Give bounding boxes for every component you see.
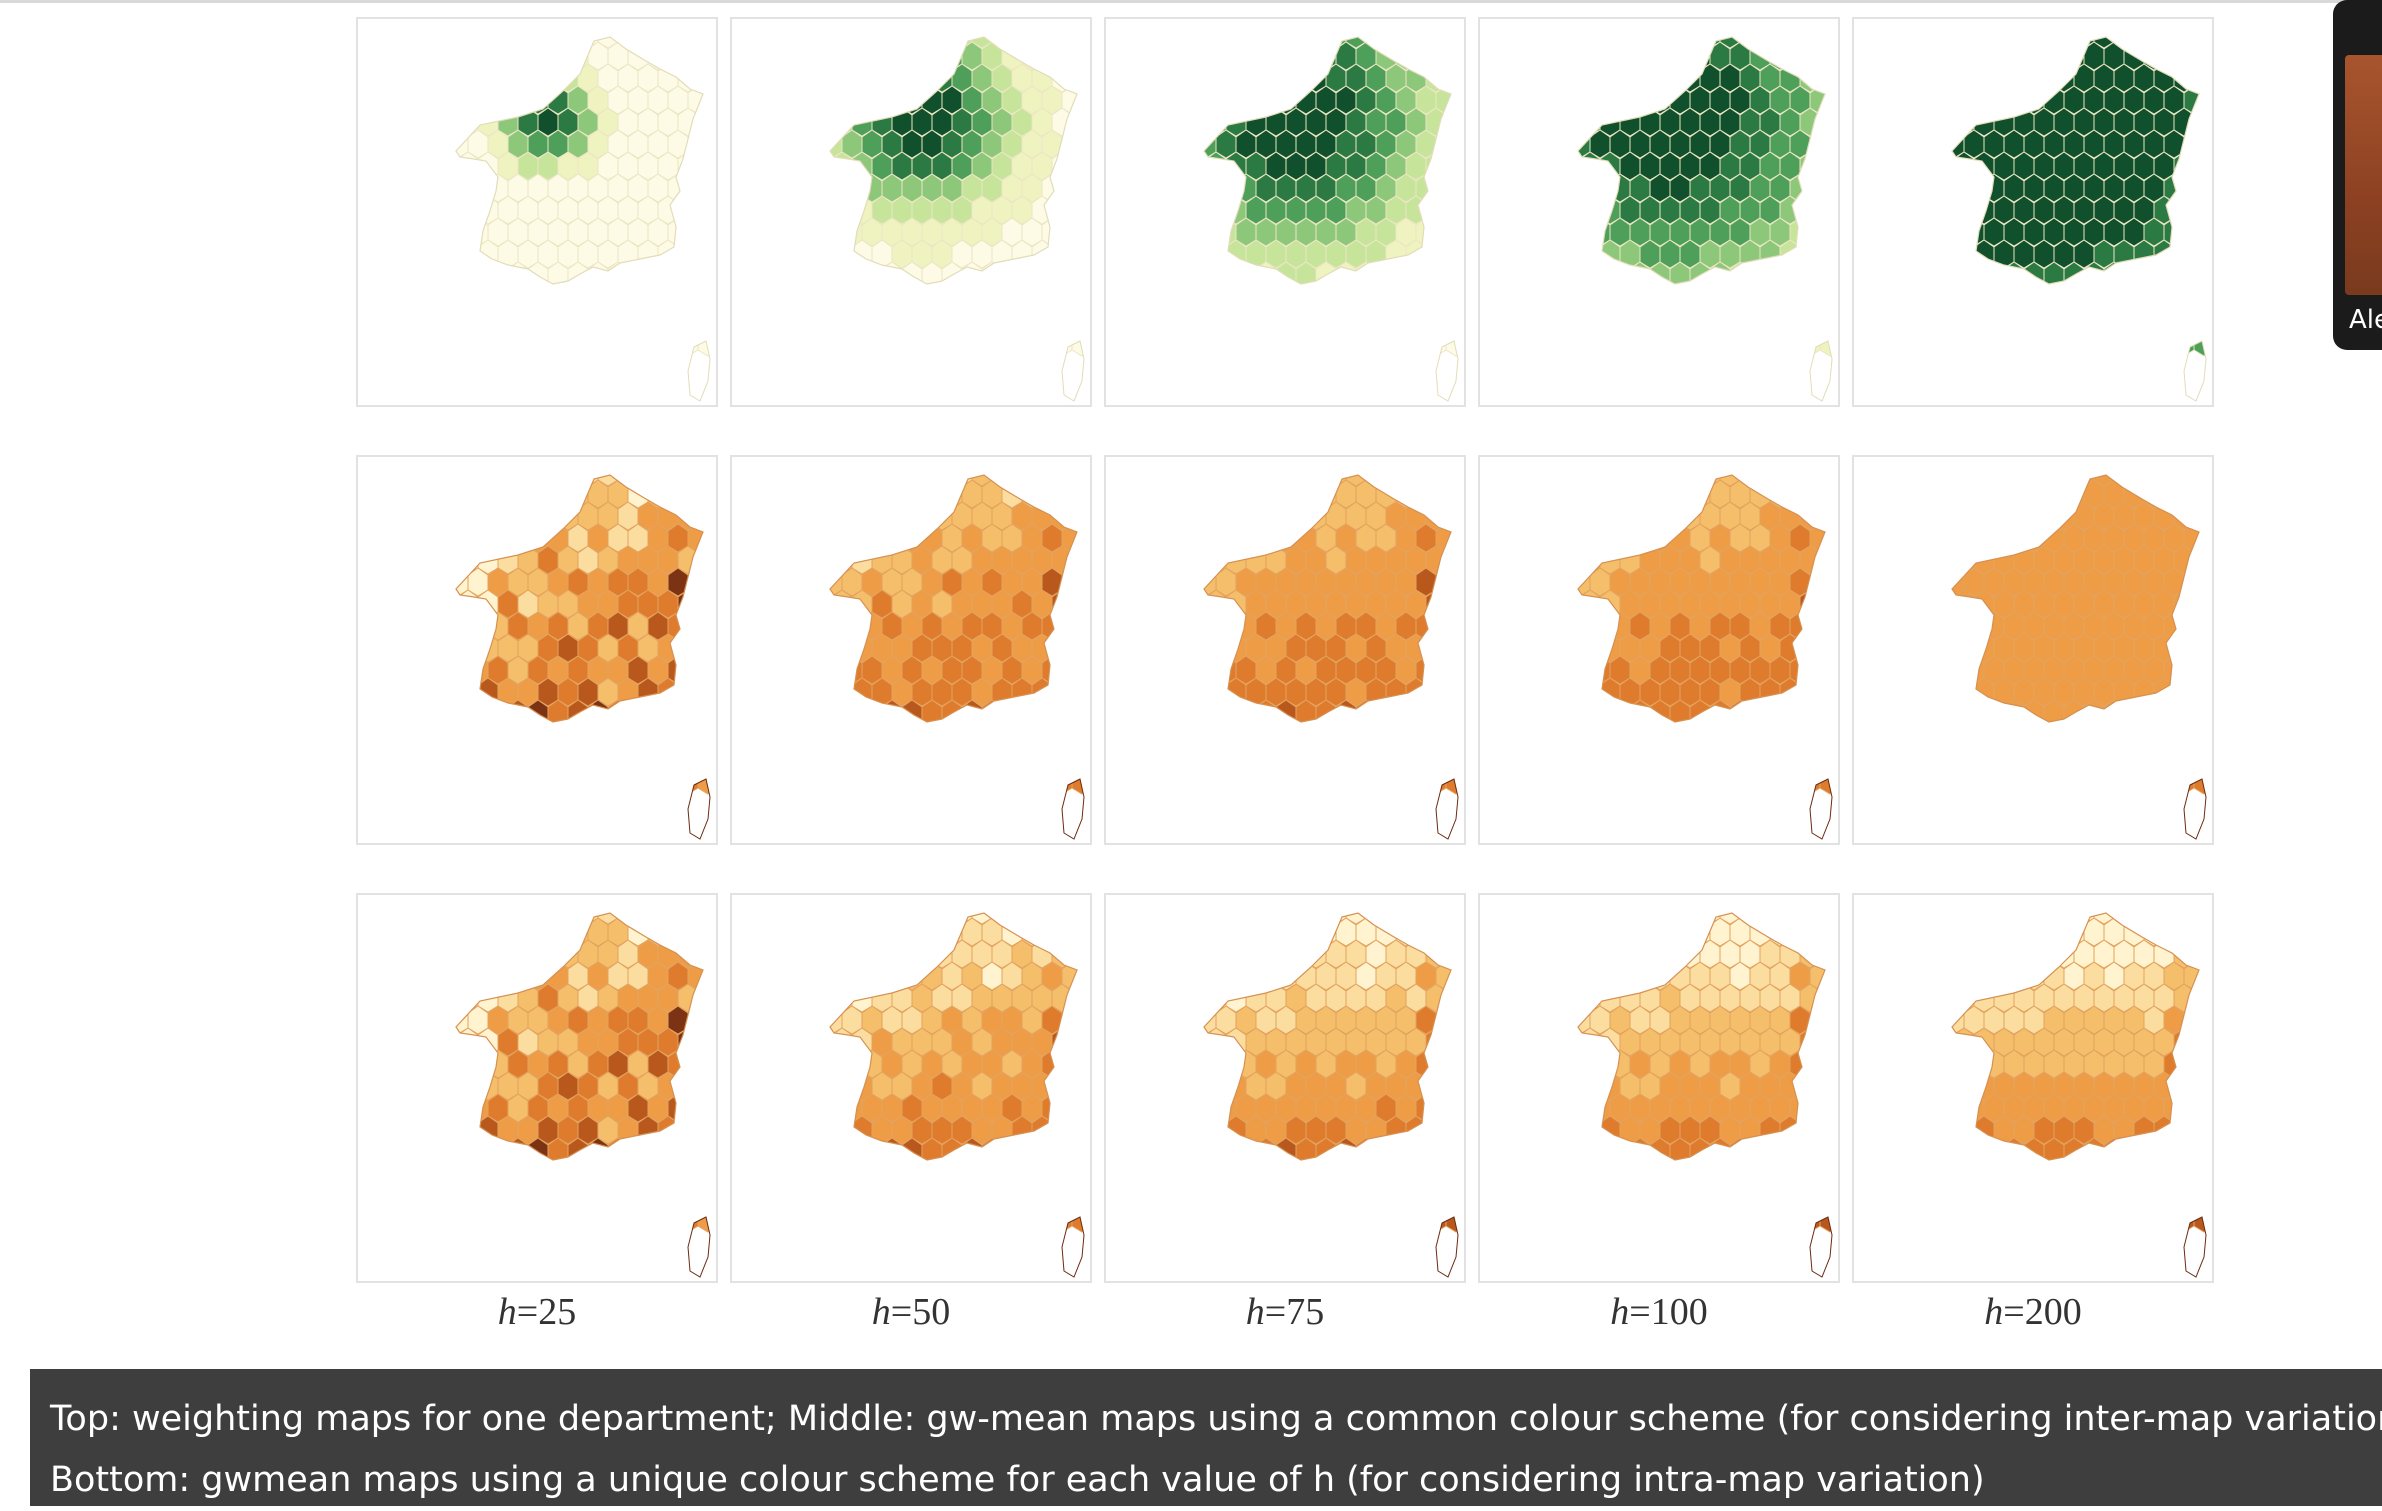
bandwidth-label-100: h=100 [1610, 1291, 1708, 1333]
france-choropleth-map [1577, 912, 1833, 1278]
bandwidth-label-200: h=200 [1984, 1291, 2082, 1333]
france-choropleth-map [829, 912, 1085, 1278]
caption-line-2: Bottom: gwmean maps using a unique colou… [50, 1460, 1985, 1500]
france-choropleth-map [1577, 36, 1833, 402]
map-panel-middle-h50 [730, 455, 1092, 845]
participant-name: Ale [2349, 305, 2382, 335]
map-panel-bottom-h25 [356, 893, 718, 1283]
france-choropleth-map [1203, 912, 1459, 1278]
france-choropleth-map [1951, 912, 2207, 1278]
france-choropleth-map [1951, 474, 2207, 840]
france-choropleth-map [1951, 36, 2207, 402]
map-panel-top-h75 [1104, 17, 1466, 407]
window-top-border [0, 0, 2382, 3]
map-panel-top-h200 [1852, 17, 2214, 407]
map-panel-top-h50 [730, 17, 1092, 407]
france-choropleth-map [1203, 36, 1459, 402]
participant-video-feed [2345, 55, 2382, 295]
participant-video-tile[interactable]: Ale [2333, 0, 2382, 350]
caption-line-1: Top: weighting maps for one department; … [50, 1399, 2382, 1439]
france-choropleth-map [455, 912, 711, 1278]
france-choropleth-map [1577, 474, 1833, 840]
bandwidth-label-25: h=25 [497, 1291, 577, 1333]
map-panel-bottom-h75 [1104, 893, 1466, 1283]
figure-caption: Top: weighting maps for one department; … [30, 1369, 2382, 1506]
map-panel-bottom-h50 [730, 893, 1092, 1283]
france-choropleth-map [1203, 474, 1459, 840]
map-panel-top-h100 [1478, 17, 1840, 407]
map-panel-top-h25 [356, 17, 718, 407]
bandwidth-label-50: h=50 [871, 1291, 951, 1333]
france-choropleth-map [455, 36, 711, 402]
map-panel-middle-h75 [1104, 455, 1466, 845]
france-choropleth-map [829, 474, 1085, 840]
map-panel-middle-h200 [1852, 455, 2214, 845]
bandwidth-label-75: h=75 [1245, 1291, 1325, 1333]
france-choropleth-map [455, 474, 711, 840]
map-panel-bottom-h200 [1852, 893, 2214, 1283]
map-panel-middle-h100 [1478, 455, 1840, 845]
france-choropleth-map [829, 36, 1085, 402]
map-panel-middle-h25 [356, 455, 718, 845]
map-panel-bottom-h100 [1478, 893, 1840, 1283]
